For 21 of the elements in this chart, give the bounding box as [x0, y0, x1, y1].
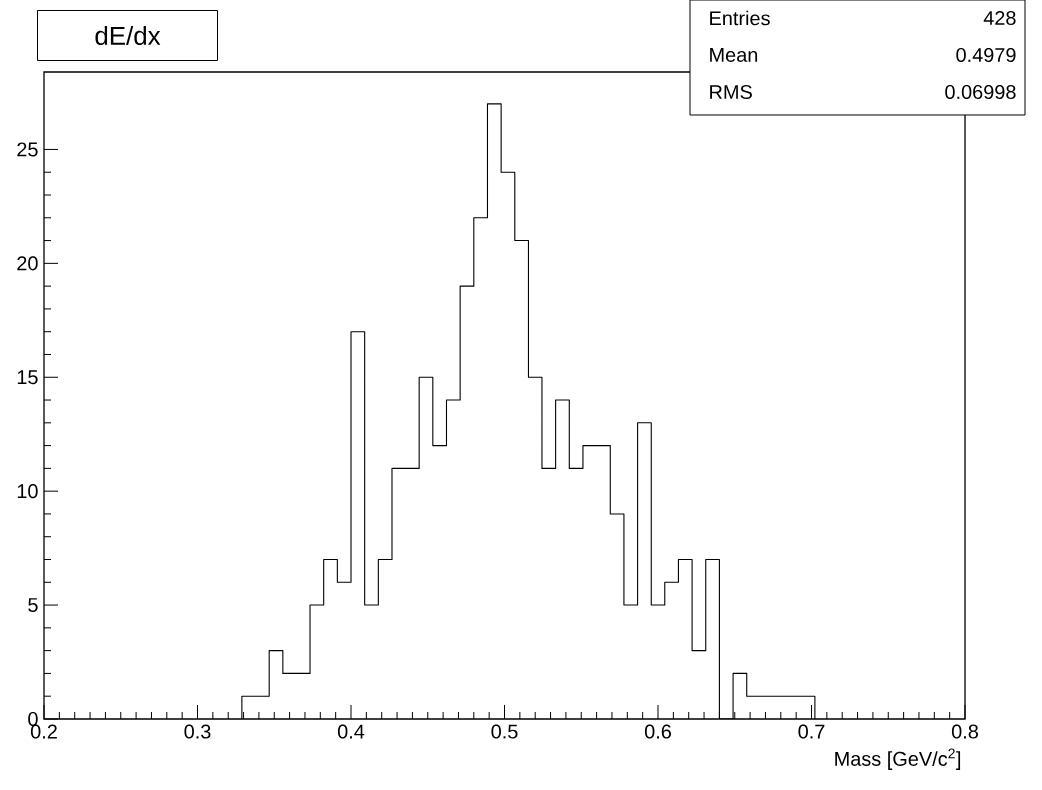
- y-tick-label: 5: [28, 598, 38, 613]
- y-tick-label: 0: [28, 711, 38, 727]
- x-tick-label: 0.8: [951, 724, 978, 739]
- x-tick-label: 0.4: [337, 724, 365, 739]
- text: 0.4979: [956, 47, 1016, 63]
- x-tick-label: 0.7: [798, 724, 825, 739]
- y-tick-label: 15: [17, 370, 38, 385]
- y-tick-label: 20: [17, 256, 38, 271]
- text: Entries: [710, 10, 770, 26]
- x-axis-title: Mass [GeV/c$^{2}$]: [835, 748, 961, 770]
- text: Mean: [710, 48, 758, 62]
- x-tick-label: 0.5: [491, 724, 518, 739]
- text: 428: [983, 10, 1016, 26]
- annotation: 0.06998: [945, 84, 1016, 100]
- x-tick-label: 0.3: [184, 724, 211, 739]
- chart-title: dE/dx: [95, 25, 161, 45]
- annotation: RMS: [710, 84, 752, 100]
- y-tick-label: 10: [17, 484, 38, 499]
- y-tick-label: 25: [17, 142, 38, 157]
- x-tick-label: 0.2: [30, 724, 57, 739]
- x-tick-label: 0.6: [644, 724, 671, 739]
